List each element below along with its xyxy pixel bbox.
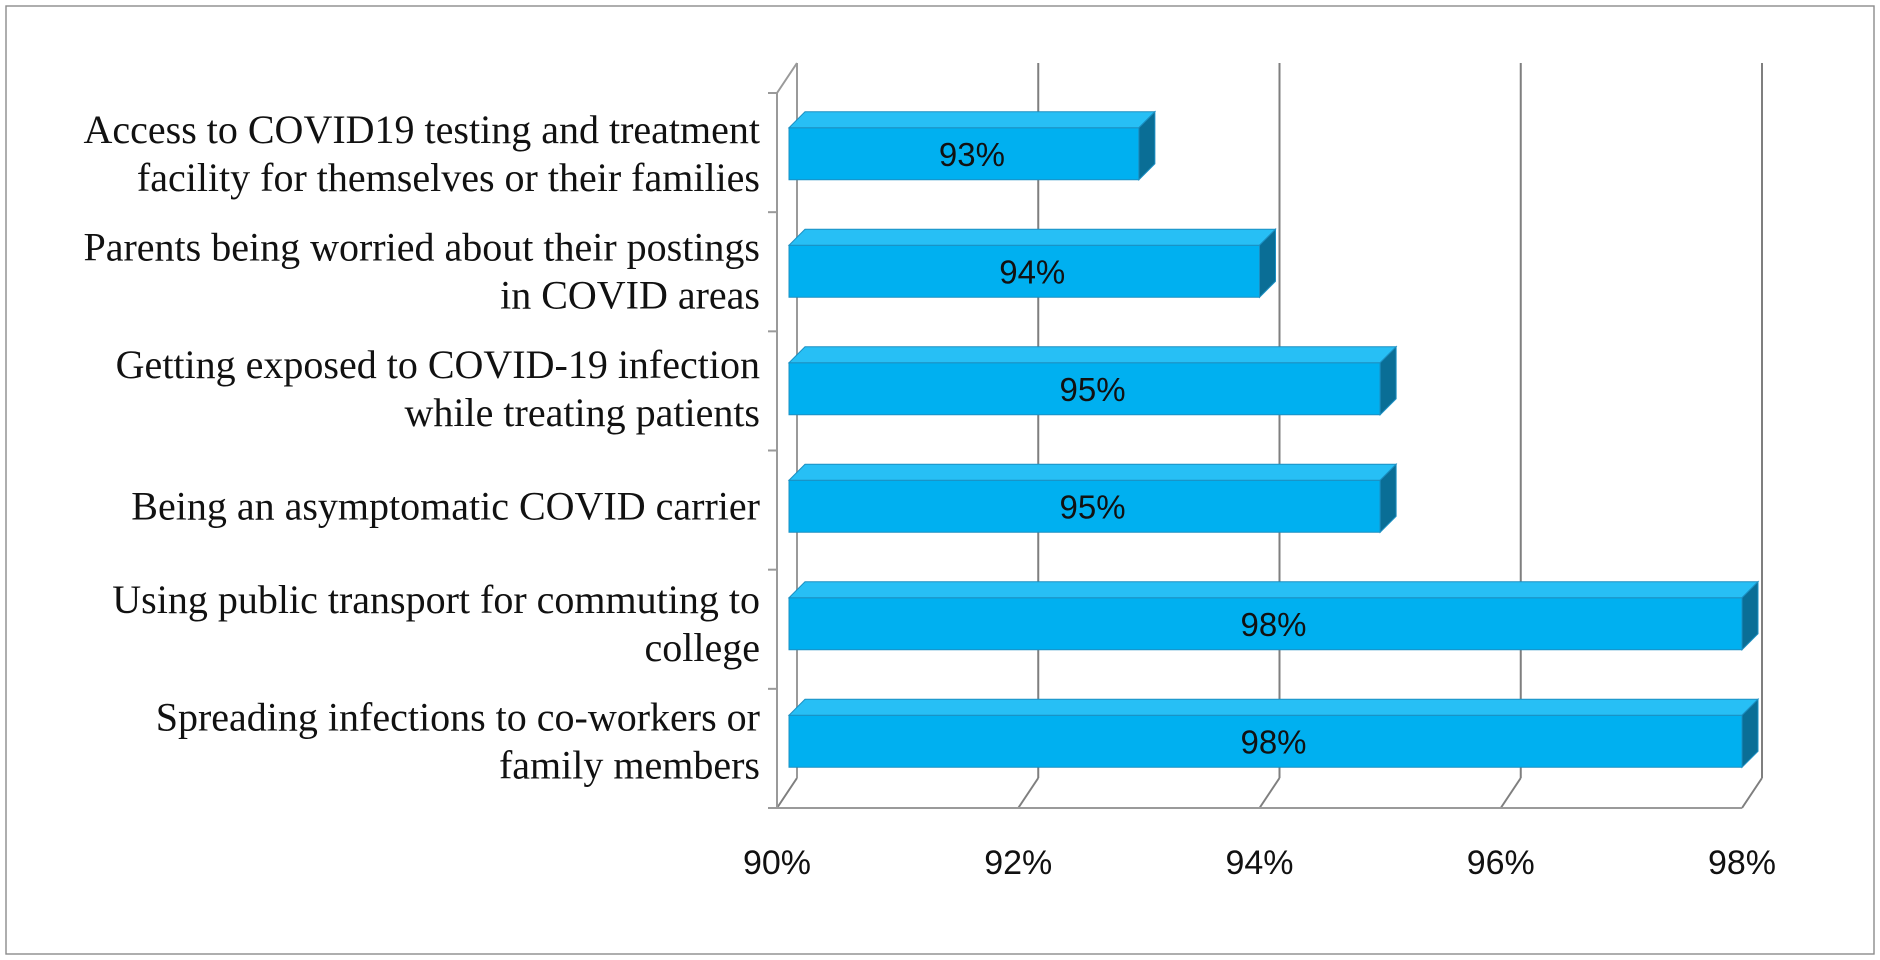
bar (787, 345, 1398, 416)
floor-gridline (1741, 777, 1763, 809)
bar (787, 110, 1157, 181)
bar-side (1741, 580, 1759, 651)
axes (768, 62, 1742, 809)
bar-top (787, 463, 1398, 481)
category-label: Access to COVID19 testing and treatment f… (83, 107, 760, 200)
category-label: Using public transport for commuting to c… (112, 577, 760, 670)
category-label: Spreading infections to co-workers or fam… (156, 694, 760, 787)
x-tick-label: 92% (984, 844, 1052, 882)
bar-side (1379, 463, 1397, 534)
bar-top (787, 581, 1760, 599)
labels: 90% 92% 94% 96% 98% 93% Access to COVID19 test… (83, 107, 1776, 882)
bars (787, 110, 1760, 769)
floor-gridline (1258, 777, 1281, 809)
bar-front (788, 597, 1743, 651)
floor-gridline (1499, 777, 1522, 809)
data-label: 95% (1060, 371, 1126, 408)
bar-front (788, 362, 1381, 416)
bar-side (1741, 698, 1759, 769)
data-label: 95% (1060, 488, 1126, 525)
bar (787, 580, 1760, 651)
floor-gridline (776, 777, 798, 809)
x-tick-label: 98% (1708, 844, 1776, 882)
bar-top (787, 228, 1277, 246)
bar-side (1138, 110, 1156, 181)
category-label: Being an asymptomatic COVID carrier (131, 483, 760, 528)
data-label: 93% (939, 136, 1005, 173)
data-label: 94% (999, 253, 1065, 290)
bar-front (788, 714, 1743, 768)
x-tick-label: 90% (743, 844, 811, 882)
data-label: 98% (1240, 606, 1306, 643)
bar (787, 228, 1277, 299)
x-tick-label: 94% (1225, 844, 1293, 882)
bar (787, 698, 1760, 769)
floor-gridline (1017, 777, 1040, 809)
bar-side (1259, 228, 1276, 299)
x-tick-label: 96% (1467, 844, 1535, 882)
bar (787, 463, 1398, 534)
category-label: Getting exposed to COVID-19 infection whi… (116, 342, 760, 435)
data-label: 98% (1240, 723, 1306, 760)
bar-top (787, 111, 1157, 129)
bar-top (787, 346, 1398, 364)
y-axis-top-edge (776, 62, 798, 94)
category-label: Parents being worried about their postin… (83, 224, 760, 317)
bar-side (1379, 345, 1397, 416)
bar-front (788, 479, 1381, 533)
bar-top (787, 698, 1760, 716)
